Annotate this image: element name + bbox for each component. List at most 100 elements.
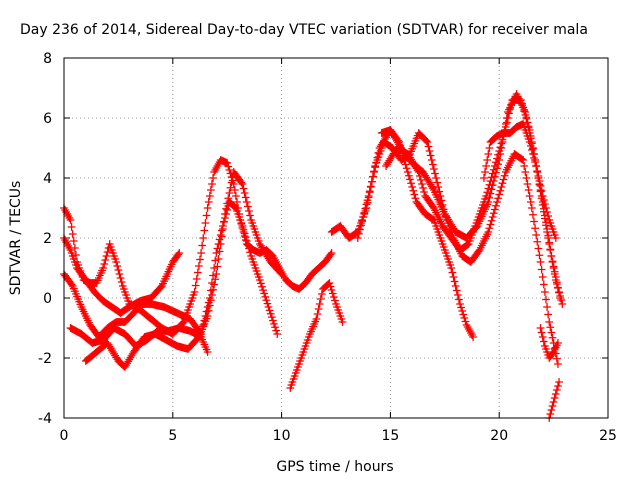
data-point <box>548 225 557 233</box>
data-point <box>542 295 550 304</box>
y-tick-label: -2 <box>38 351 52 367</box>
data-point <box>187 297 196 305</box>
data-point <box>100 260 109 268</box>
data-point <box>251 228 260 236</box>
data-point <box>542 221 550 230</box>
data-point <box>225 189 234 197</box>
data-point <box>467 234 475 242</box>
data-point <box>373 153 382 162</box>
data-point <box>302 339 311 347</box>
data-point <box>435 187 444 196</box>
data-point <box>318 290 326 298</box>
data-point <box>251 264 260 272</box>
data-point <box>541 342 549 350</box>
data-point <box>207 296 215 305</box>
data-point <box>498 135 507 144</box>
data-point <box>556 292 564 300</box>
data-point <box>374 148 383 157</box>
chart-title: Day 236 of 2014, Sidereal Day-to-day VTE… <box>20 22 588 38</box>
data-point <box>254 273 263 281</box>
data-point <box>230 186 239 194</box>
data-point <box>476 207 485 215</box>
data-point <box>203 204 212 212</box>
data-point <box>297 354 306 362</box>
data-point <box>244 202 252 211</box>
data-point <box>522 114 531 123</box>
data-point <box>102 252 111 260</box>
data-point <box>532 231 541 239</box>
data-point <box>208 180 216 188</box>
data-point <box>186 300 195 308</box>
data-point <box>557 296 566 304</box>
data-point <box>225 166 234 174</box>
data-point <box>461 317 470 326</box>
data-point <box>472 219 481 227</box>
data-point <box>114 266 123 274</box>
data-point <box>407 179 415 188</box>
data-point <box>188 294 197 302</box>
data-point <box>221 210 229 218</box>
data-point <box>448 268 457 277</box>
data-point <box>179 318 188 326</box>
data-point <box>316 295 325 303</box>
data-point <box>520 107 529 116</box>
data-point <box>101 256 110 264</box>
data-point <box>543 303 551 311</box>
data-point <box>290 372 299 380</box>
data-point <box>527 204 536 212</box>
data-point <box>470 225 479 233</box>
data-point <box>365 187 374 196</box>
data-point <box>364 192 373 200</box>
data-point <box>526 142 535 150</box>
data-point <box>300 345 309 353</box>
series-trace-11 <box>480 120 560 242</box>
data-point <box>358 217 366 226</box>
data-point <box>481 195 489 203</box>
data-point <box>523 132 532 140</box>
data-point <box>484 150 493 158</box>
data-point <box>313 310 322 318</box>
plot-area <box>60 90 567 422</box>
data-point <box>433 178 442 187</box>
data-point <box>237 219 246 227</box>
data-point <box>247 216 255 224</box>
data-point <box>72 251 80 259</box>
data-point <box>430 165 438 173</box>
data-point <box>252 267 261 275</box>
data-point <box>411 194 420 203</box>
x-tick-label: 15 <box>381 428 399 444</box>
x-tick-label: 25 <box>599 428 617 444</box>
data-point <box>312 315 321 323</box>
data-point <box>197 249 205 257</box>
data-point <box>232 192 240 200</box>
data-point <box>521 111 530 119</box>
data-point <box>410 190 419 199</box>
data-point <box>265 306 274 315</box>
data-point <box>336 312 345 320</box>
series-trace-9 <box>382 96 567 308</box>
data-point <box>522 129 531 137</box>
data-point <box>299 348 308 356</box>
data-point <box>422 137 431 145</box>
data-point <box>550 270 559 278</box>
data-point <box>523 118 532 127</box>
data-point <box>211 275 220 284</box>
data-point <box>223 206 232 214</box>
data-point <box>541 200 549 208</box>
y-tick-label: 8 <box>43 51 52 67</box>
axis-tick-labels: 0 5 10 15 20 25 -4 -2 0 2 4 6 8 <box>38 51 617 444</box>
data-point <box>260 289 269 298</box>
data-point <box>286 384 295 392</box>
data-point <box>544 310 553 319</box>
data-point <box>216 240 225 248</box>
data-point <box>292 366 301 374</box>
data-point <box>484 228 493 236</box>
data-point <box>247 252 255 260</box>
data-point <box>238 180 247 188</box>
data-point <box>517 96 525 104</box>
data-point <box>68 230 77 238</box>
data-point <box>184 306 192 314</box>
data-point <box>489 209 498 218</box>
data-point <box>205 192 214 200</box>
data-point <box>109 249 117 257</box>
